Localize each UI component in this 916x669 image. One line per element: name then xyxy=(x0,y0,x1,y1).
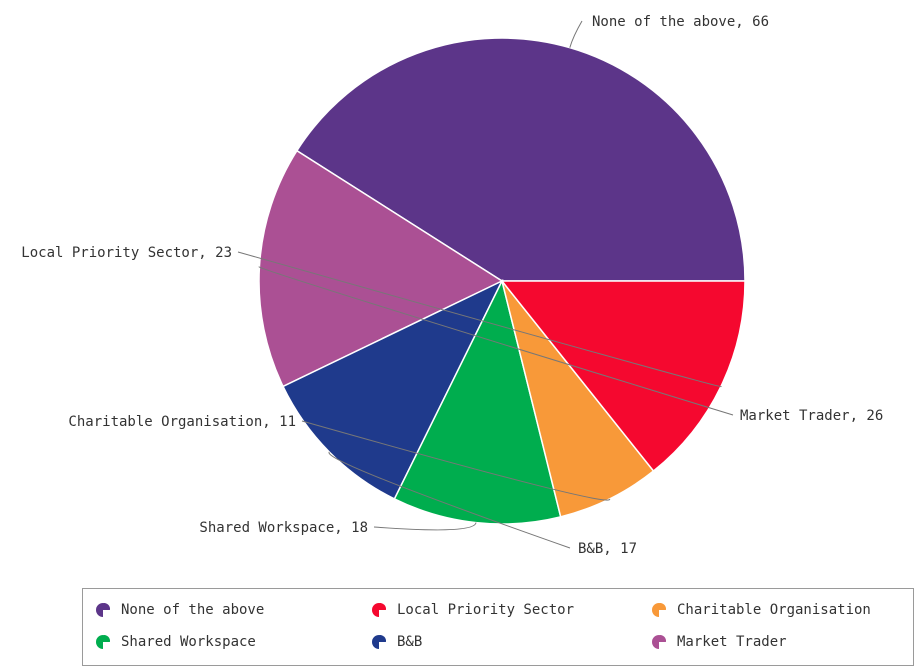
data-label-bnb: B&B, 17 xyxy=(578,541,637,557)
data-label-shared-workspace: Shared Workspace, 18 xyxy=(199,520,368,536)
pie-icon xyxy=(371,634,387,650)
pie-slice-local-priority-sector[interactable] xyxy=(500,280,746,473)
leader-line-market-trader xyxy=(258,266,734,416)
legend-item-market-trader[interactable]: Market Trader xyxy=(651,631,787,653)
leader-line-local-priority-sector xyxy=(237,251,722,388)
legend-item-shared-workspace[interactable]: Shared Workspace xyxy=(95,631,256,653)
data-labels: None of the above, 66 Market Trader, 26 … xyxy=(21,14,883,557)
legend-label: B&B xyxy=(397,634,423,650)
pie-slices xyxy=(258,37,746,525)
pie-icon xyxy=(371,602,387,618)
chart-legend: None of the above Local Priority Sector … xyxy=(82,588,914,666)
legend-item-bnb[interactable]: B&B xyxy=(371,631,422,653)
pie-slice-bnb[interactable] xyxy=(282,279,504,500)
leader-line-none-of-the-above xyxy=(569,20,583,48)
data-label-market-trader: Market Trader, 26 xyxy=(740,408,883,424)
legend-label: Market Trader xyxy=(677,634,787,650)
legend-label: Charitable Organisation xyxy=(677,602,871,618)
leader-line-bnb xyxy=(328,451,571,549)
leader-line-shared-workspace xyxy=(373,522,477,531)
pie-slice-market-trader[interactable] xyxy=(258,149,504,388)
data-label-charitable-organisation: Charitable Organisation, 11 xyxy=(68,414,296,430)
data-label-none-of-the-above: None of the above, 66 xyxy=(592,14,769,30)
data-label-local-priority-sector: Local Priority Sector, 23 xyxy=(21,245,232,261)
legend-item-charitable-organisation[interactable]: Charitable Organisation xyxy=(651,599,871,621)
label-leader-lines xyxy=(237,20,734,549)
leader-line-charitable-organisation xyxy=(301,420,611,501)
legend-item-none-of-the-above[interactable]: None of the above xyxy=(95,599,264,621)
legend-label: Shared Workspace xyxy=(121,634,256,650)
pie-icon xyxy=(95,634,111,650)
pie-icon xyxy=(651,634,667,650)
pie-chart: None of the above, 66 Market Trader, 26 … xyxy=(21,14,883,557)
pie-icon xyxy=(651,602,667,618)
pie-slice-none-of-the-above[interactable] xyxy=(295,37,746,282)
legend-label: None of the above xyxy=(121,602,265,618)
legend-label: Local Priority Sector xyxy=(397,602,575,618)
legend-item-local-priority-sector[interactable]: Local Priority Sector xyxy=(371,599,574,621)
pie-slice-charitable-organisation[interactable] xyxy=(501,280,655,518)
pie-icon xyxy=(95,602,111,618)
